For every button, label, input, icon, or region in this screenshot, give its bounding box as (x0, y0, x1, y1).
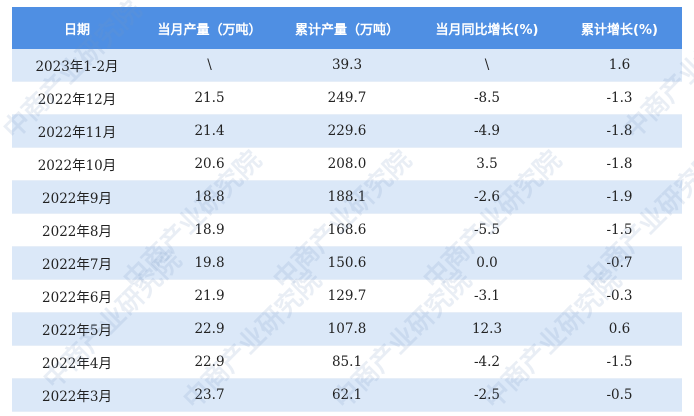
table-cell: 2022年5月 (12, 312, 142, 346)
table-cell: 2022年11月 (12, 114, 142, 148)
table-cell: -1.5 (557, 213, 682, 247)
table-cell: 3.5 (417, 147, 557, 181)
table-cell: -2.6 (417, 180, 557, 214)
table-cell: -8.5 (417, 81, 557, 115)
table-cell: 208.0 (277, 147, 417, 181)
table-row: 2022年8月 18.9 168.6 -5.5 -1.5 (12, 213, 682, 247)
column-header: 日期 (12, 7, 142, 49)
table-cell: 2022年12月 (12, 81, 142, 115)
table-cell: 12.3 (417, 312, 557, 346)
table-cell: 2022年10月 (12, 147, 142, 181)
table-cell: 62.1 (277, 378, 417, 412)
data-table: 日期 当月产量（万吨） 累计产量（万吨） 当月同比增长(%) 累计增长(%) 2023年… (12, 7, 682, 412)
column-header: 当月同比增长(%) (417, 7, 557, 49)
table-cell: -1.8 (557, 147, 682, 181)
table-cell: 107.8 (277, 312, 417, 346)
column-header: 累计产量（万吨） (277, 7, 417, 49)
table-cell: 129.7 (277, 279, 417, 313)
table-cell: 21.9 (142, 279, 277, 313)
table-cell: 2022年8月 (12, 213, 142, 247)
table-cell: 21.5 (142, 81, 277, 115)
table-cell: 23.7 (142, 378, 277, 412)
table-cell: 188.1 (277, 180, 417, 214)
table-cell: -4.2 (417, 345, 557, 379)
table-cell: 39.3 (277, 49, 417, 82)
column-header: 累计增长(%) (557, 7, 682, 49)
table-cell: -3.1 (417, 279, 557, 313)
table-cell: -5.5 (417, 213, 557, 247)
column-header: 当月产量（万吨） (142, 7, 277, 49)
table-row: 2022年6月 21.9 129.7 -3.1 -0.3 (12, 279, 682, 313)
table-row: 2022年12月 21.5 249.7 -8.5 -1.3 (12, 81, 682, 115)
table-row: 2022年10月 20.6 208.0 3.5 -1.8 (12, 147, 682, 181)
table-cell: 1.6 (557, 49, 682, 82)
table-cell: 21.4 (142, 114, 277, 148)
table-cell: -0.5 (557, 378, 682, 412)
table-cell: 20.6 (142, 147, 277, 181)
table-cell: 0.6 (557, 312, 682, 346)
table-cell: -0.7 (557, 246, 682, 280)
table-cell: 22.9 (142, 345, 277, 379)
table-cell: -1.9 (557, 180, 682, 214)
table-cell: -2.5 (417, 378, 557, 412)
table-cell: 18.9 (142, 213, 277, 247)
table-cell: -1.3 (557, 81, 682, 115)
table-cell: 168.6 (277, 213, 417, 247)
table-cell: -1.8 (557, 114, 682, 148)
table-cell: 85.1 (277, 345, 417, 379)
table-cell: \ (142, 49, 277, 82)
table-cell: 229.6 (277, 114, 417, 148)
table-cell: 22.9 (142, 312, 277, 346)
table-cell: -0.3 (557, 279, 682, 313)
table-cell: 2022年9月 (12, 180, 142, 214)
table-cell: 2022年4月 (12, 345, 142, 379)
table-row: 2022年3月 23.7 62.1 -2.5 -0.5 (12, 378, 682, 412)
header-row: 日期 当月产量（万吨） 累计产量（万吨） 当月同比增长(%) 累计增长(%) (12, 7, 682, 49)
table-cell: 18.8 (142, 180, 277, 214)
table-cell: 2022年7月 (12, 246, 142, 280)
table-row: 2023年1-2月 \ 39.3 \ 1.6 (12, 49, 682, 82)
table-row: 2022年7月 19.8 150.6 0.0 -0.7 (12, 246, 682, 280)
table-cell: \ (417, 49, 557, 82)
table-cell: -4.9 (417, 114, 557, 148)
table-cell: 2022年3月 (12, 378, 142, 412)
table-cell: 2022年6月 (12, 279, 142, 313)
table-cell: 249.7 (277, 81, 417, 115)
table-cell: 0.0 (417, 246, 557, 280)
table-row: 2022年9月 18.8 188.1 -2.6 -1.9 (12, 180, 682, 214)
table-row: 2022年5月 22.9 107.8 12.3 0.6 (12, 312, 682, 346)
table-cell: 150.6 (277, 246, 417, 280)
table-cell: 19.8 (142, 246, 277, 280)
table-cell: -1.5 (557, 345, 682, 379)
table-row: 2022年11月 21.4 229.6 -4.9 -1.8 (12, 114, 682, 148)
table-cell: 2023年1-2月 (12, 49, 142, 82)
table-row: 2022年4月 22.9 85.1 -4.2 -1.5 (12, 345, 682, 379)
